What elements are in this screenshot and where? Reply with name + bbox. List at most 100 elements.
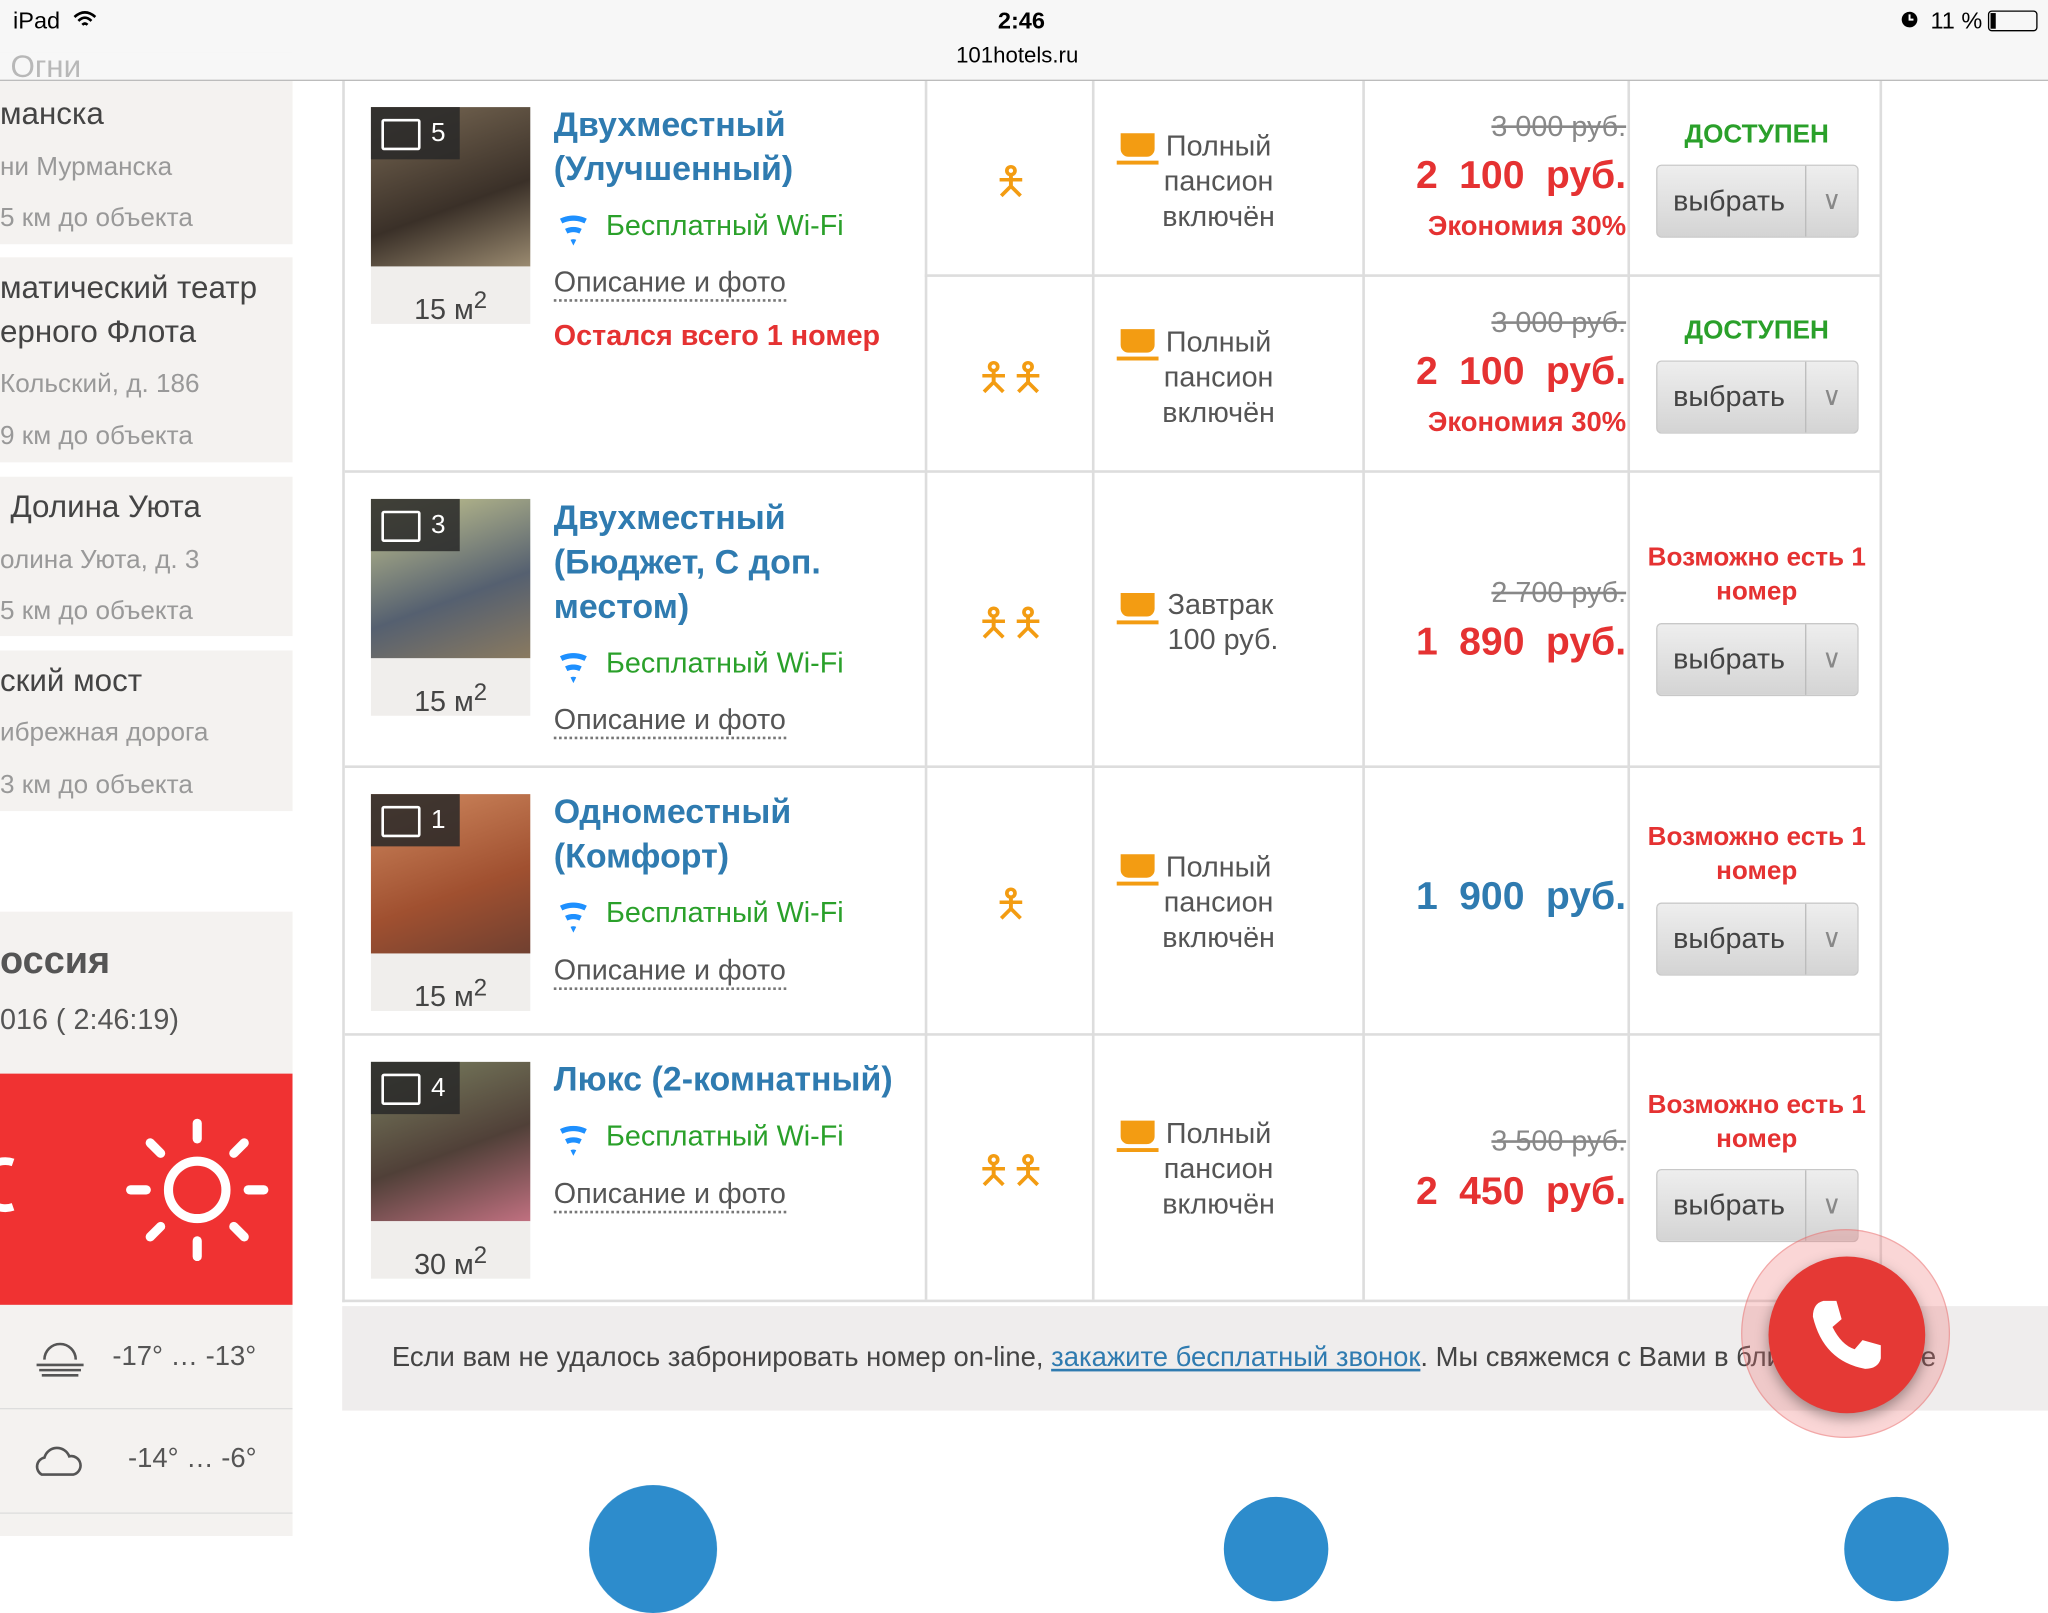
room-photo[interactable]: 4: [370, 1061, 531, 1222]
nearby-place-card[interactable]: Долина Уюта олина Уюта, д. 3 5 км до объ…: [0, 476, 293, 637]
forecast-row: -14° … -6°: [0, 1409, 293, 1514]
room-area: 15 м2: [370, 266, 531, 326]
photo-count: 3: [370, 498, 460, 552]
room-photo[interactable]: 3: [370, 498, 531, 659]
cup-icon: [1116, 592, 1159, 625]
meal-plan: Полный пансион включён: [1162, 129, 1275, 233]
place-address: Кольский, д. 186: [0, 369, 200, 399]
forecast-row: -17° … -13°: [0, 1305, 293, 1410]
room-photo[interactable]: 1: [370, 794, 531, 954]
room-name[interactable]: Одноместный (Комфорт): [553, 791, 792, 876]
battery-icon: [1987, 10, 2038, 32]
guest-icon-2: 🯅🯅: [976, 1149, 1046, 1193]
meal-plan: Полный пансион включён: [1162, 850, 1275, 954]
url-label[interactable]: 101hotels.ru: [956, 43, 1079, 68]
place-address: ни Мурманска: [0, 152, 173, 182]
select-dropdown[interactable]: выбрать ∨: [1656, 360, 1859, 434]
room-name[interactable]: Двухместный (Улучшенный): [553, 104, 794, 189]
call-button[interactable]: [1741, 1229, 1951, 1439]
old-price: 3 500 руб.: [1491, 1124, 1627, 1158]
old-price: 2 700 руб.: [1491, 575, 1627, 609]
select-dropdown[interactable]: выбрать ∨: [1656, 164, 1859, 238]
description-link[interactable]: Описание и фото: [553, 953, 786, 991]
cup-icon: [1116, 854, 1159, 886]
nearby-place-card[interactable]: ский мост ибрежная дорога 3 км до объект…: [0, 650, 293, 812]
room-area: 15 м2: [370, 658, 531, 717]
cup-icon: [1116, 133, 1159, 165]
guest-icon-2: 🯅🯅: [976, 602, 1046, 646]
place-address: ибрежная дорога: [0, 718, 209, 748]
savings: Экономия 30%: [1427, 407, 1627, 438]
wifi-feature: Бесплатный Wi-Fi: [554, 209, 844, 243]
price: 1 900 руб.: [1415, 875, 1627, 919]
chevron-down-icon: ∨: [1805, 361, 1857, 433]
availability-status: Возможно есть 1 номер: [1647, 822, 1866, 886]
celsius-sign-icon: [0, 1157, 15, 1213]
forecast-temp: -14° … -6°: [127, 1443, 257, 1474]
price: 2 100 руб.: [1415, 350, 1627, 394]
support-icon-button[interactable]: [1223, 1496, 1329, 1602]
callback-link[interactable]: закажите бесплатный звонок: [1051, 1342, 1421, 1373]
place-title: ерного Флота: [0, 314, 197, 351]
place-title: ский мост: [0, 663, 143, 699]
old-price: 3 000 руб.: [1491, 109, 1627, 143]
availability-status: ДОСТУПЕН: [1684, 316, 1829, 345]
weather-widget: оссия 016 ( 2:46:19) -17° … -13° -14° … …: [0, 911, 293, 1536]
rooms-left-warning: Остался всего 1 номер: [553, 318, 881, 352]
photo-count: 4: [370, 1061, 460, 1115]
place-title-top: Огни: [10, 49, 82, 85]
select-dropdown[interactable]: выбрать ∨: [1656, 623, 1859, 697]
cup-icon: [1116, 329, 1159, 361]
wifi-feature: Бесплатный Wi-Fi: [554, 896, 844, 930]
meal-plan: Завтрак 100 руб.: [1167, 587, 1279, 656]
description-link[interactable]: Описание и фото: [553, 1177, 786, 1214]
price: 2 450 руб.: [1415, 1170, 1627, 1214]
wifi-icon: [73, 11, 97, 26]
guest-icon-2: 🯅🯅: [976, 356, 1046, 400]
place-distance: 5 км до объекта: [0, 203, 193, 233]
wifi-feature: Бесплатный Wi-Fi: [554, 647, 844, 681]
room-area: 30 м2: [370, 1221, 531, 1280]
place-distance: 5 км до объекта: [0, 596, 193, 626]
chevron-down-icon: ∨: [1805, 624, 1857, 695]
document-icon-button[interactable]: [589, 1485, 718, 1613]
forecast-temp: -17° … -13°: [112, 1341, 257, 1372]
photo-count: 5: [370, 107, 460, 160]
description-link[interactable]: Описание и фото: [553, 703, 786, 740]
photo-count: 1: [370, 794, 460, 847]
weather-country: оссия: [0, 940, 111, 983]
meal-plan: Полный пансион включён: [1162, 1116, 1275, 1220]
place-title: матический театр: [0, 270, 258, 306]
guest-icon-1: 🯅: [993, 160, 1029, 204]
savings: Экономия 30%: [1427, 211, 1627, 242]
availability-status: ДОСТУПЕН: [1684, 120, 1829, 149]
nearby-place-card[interactable]: матический театр ерного Флота Кольский, …: [0, 257, 293, 463]
room-name[interactable]: Люкс (2-комнатный): [553, 1059, 893, 1099]
room-area: 15 м2: [370, 953, 531, 1013]
price: 1 890 руб.: [1415, 620, 1627, 664]
place-address: олина Уюта, д. 3: [0, 545, 200, 575]
rooms-table: 5 15 м2 Двухместный (Улучшенный) Бесплат…: [342, 80, 1883, 1303]
weather-today: [0, 1073, 293, 1305]
fog-icon: [36, 1342, 84, 1377]
description-link[interactable]: Описание и фото: [553, 265, 786, 302]
wifi-feature: Бесплатный Wi-Fi: [554, 1119, 844, 1153]
select-dropdown[interactable]: выбрать ∨: [1656, 902, 1859, 976]
cup-icon: [1116, 1120, 1159, 1152]
cloud-icon: [35, 1446, 82, 1476]
place-title: Долина Уюта: [10, 489, 201, 526]
notice-text: Если вам не удалось забронировать номер …: [391, 1342, 1052, 1373]
old-price: 3 000 руб.: [1491, 305, 1627, 339]
room-photo[interactable]: 5: [370, 107, 531, 267]
chevron-down-icon: ∨: [1805, 903, 1857, 975]
phone-icon: [1768, 1256, 1926, 1414]
place-distance: 9 км до объекта: [0, 421, 193, 451]
room-name[interactable]: Двухместный (Бюджет, С доп. местом): [553, 497, 821, 626]
print-icon-button[interactable]: [1844, 1496, 1949, 1602]
place-title: манска: [0, 96, 104, 132]
place-distance: 3 км до объекта: [0, 770, 193, 800]
device-label: iPad: [13, 7, 61, 34]
nearby-place-card[interactable]: манска ни Мурманска 5 км до объекта: [0, 52, 293, 245]
alarm-icon: [1901, 11, 1918, 28]
availability-status: Возможно есть 1 номер: [1647, 1090, 1866, 1154]
